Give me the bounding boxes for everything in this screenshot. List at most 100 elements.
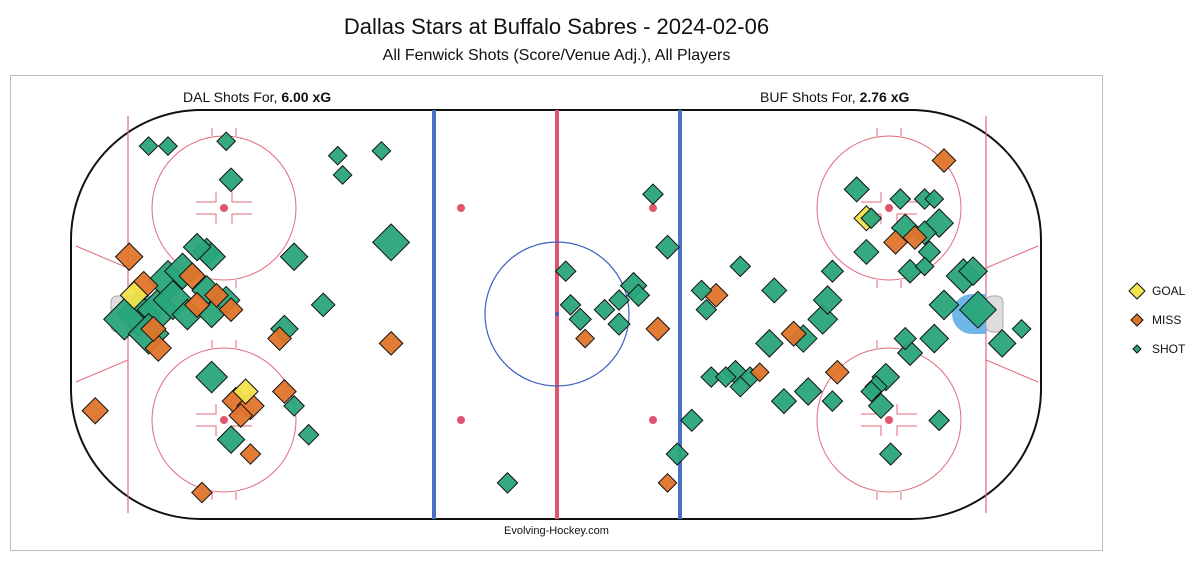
dal-shot-marker	[182, 232, 212, 262]
center-dot	[555, 312, 559, 316]
buf-shots-label: BUF Shots For, 2.76 xG	[760, 89, 909, 105]
dal-shot-marker	[152, 279, 194, 321]
buf-shot-marker	[924, 208, 955, 238]
legend-item-shot: SHOT	[1122, 334, 1185, 363]
chart-subtitle: All Fenwick Shots (Score/Venue Adj.), Al…	[382, 47, 731, 64]
buf-miss-marker	[749, 362, 770, 383]
legend-label-goal: GOAL	[1152, 283, 1186, 298]
dal-shot-marker	[283, 395, 305, 417]
buf-shot-marker	[843, 176, 870, 203]
legend-goal-diamond-icon	[1128, 281, 1146, 300]
shot-markers	[81, 131, 1032, 504]
source-credit: Evolving-Hockey.com	[504, 525, 609, 537]
dal-shot-marker	[158, 136, 178, 157]
dal-goal-marker	[119, 280, 149, 310]
buf-miss-marker	[902, 225, 928, 250]
dal-shot-marker	[297, 423, 320, 446]
buf-shot-marker	[607, 312, 631, 336]
buf-xg-value: 2.76 xG	[859, 89, 910, 105]
dal-miss-marker	[183, 291, 211, 318]
buf-shot-marker	[893, 326, 917, 351]
trapezoid-lines	[75, 245, 1039, 383]
buf-miss-marker	[931, 148, 957, 173]
buf-shot-marker	[559, 294, 582, 316]
buf-shot-marker	[655, 234, 680, 260]
dal-miss-marker	[218, 297, 244, 323]
dal-miss-marker	[191, 481, 213, 504]
buf-shot-marker	[867, 392, 895, 420]
dal-shot-marker	[195, 360, 229, 394]
buf-shot-marker	[860, 207, 883, 230]
buf-miss-marker	[657, 472, 678, 493]
buf-shot-marker	[729, 375, 752, 398]
legend-item-goal: GOAL	[1122, 276, 1185, 305]
dal-shot-marker	[218, 167, 244, 193]
dal-xg-value: 6.00 xG	[281, 89, 332, 105]
legend-label-shot: SHOT	[1152, 341, 1186, 356]
buf-shot-marker	[695, 298, 718, 321]
buf-shot-marker	[608, 289, 630, 311]
faceoff-dots	[220, 204, 893, 424]
buf-shot-marker	[729, 255, 752, 278]
buf-shot-marker	[924, 189, 945, 209]
dal-shot-marker	[496, 472, 519, 494]
buf-shot-marker	[928, 289, 960, 321]
buf-shot-marker	[626, 283, 651, 307]
dal-miss-marker	[236, 391, 265, 421]
dal-shot-marker	[327, 145, 348, 166]
buf-shot-marker	[919, 323, 950, 354]
legend-shot-diamond-icon	[1132, 343, 1142, 354]
legend-item-miss: MISS	[1122, 305, 1185, 334]
legend-label-miss: MISS	[1152, 312, 1182, 327]
dal-miss-marker	[144, 334, 173, 362]
buf-miss-marker	[575, 328, 596, 349]
buf-label-prefix: BUF Shots For,	[760, 89, 860, 105]
chart-title: Dallas Stars at Buffalo Sabres - 2024-02…	[343, 14, 770, 39]
right-bottom-faceoff-circle	[816, 347, 962, 493]
dal-shots-label: DAL Shots For, 6.00 xG	[183, 89, 331, 105]
buf-shot-marker	[665, 442, 689, 466]
left-bottom-faceoff-circle	[151, 347, 297, 493]
buf-shot-marker	[770, 388, 798, 415]
legend-miss-diamond-icon	[1130, 312, 1144, 327]
buf-shot-marker	[755, 329, 784, 358]
dal-shot-marker	[279, 242, 309, 272]
buf-shot-marker	[860, 380, 883, 403]
buf-miss-marker	[645, 316, 671, 342]
legend: GOAL MISS SHOT	[1122, 276, 1185, 363]
buf-miss-marker	[824, 359, 850, 385]
buf-shot-marker	[958, 256, 989, 287]
dal-label-prefix: DAL Shots For,	[183, 89, 282, 105]
buf-miss-marker	[883, 229, 908, 255]
dal-shot-marker	[216, 131, 237, 152]
dal-shot-marker	[332, 165, 353, 185]
dal-miss-marker	[114, 242, 144, 272]
buf-shot-marker	[700, 366, 723, 388]
buf-shot-marker	[853, 238, 880, 266]
dal-miss-marker	[228, 403, 254, 428]
buf-shot-marker	[554, 260, 577, 283]
buf-miss-marker	[780, 320, 807, 347]
dal-shot-marker	[216, 425, 246, 454]
right-top-faceoff-circle	[816, 135, 962, 281]
buf-shot-marker	[680, 408, 704, 433]
buf-shot-marker	[914, 256, 935, 277]
buf-shot-marker	[878, 442, 903, 466]
buf-shot-marker	[593, 298, 616, 321]
buf-shot-marker	[928, 409, 951, 432]
dal-miss-marker	[271, 379, 297, 404]
plot-frame	[10, 75, 1103, 551]
buf-shot-marker	[690, 279, 713, 302]
dal-miss-marker	[267, 326, 292, 351]
buf-shot-marker	[793, 377, 823, 406]
dal-shot-marker	[138, 136, 159, 157]
dal-miss-marker	[204, 282, 229, 308]
dal-shot-marker	[310, 292, 336, 318]
buf-shot-marker	[714, 366, 737, 388]
dal-miss-marker	[140, 315, 167, 343]
dal-goal-marker	[232, 378, 259, 405]
dal-miss-marker	[239, 443, 262, 465]
buf-shot-marker	[642, 183, 664, 206]
buf-shot-marker	[568, 307, 592, 331]
